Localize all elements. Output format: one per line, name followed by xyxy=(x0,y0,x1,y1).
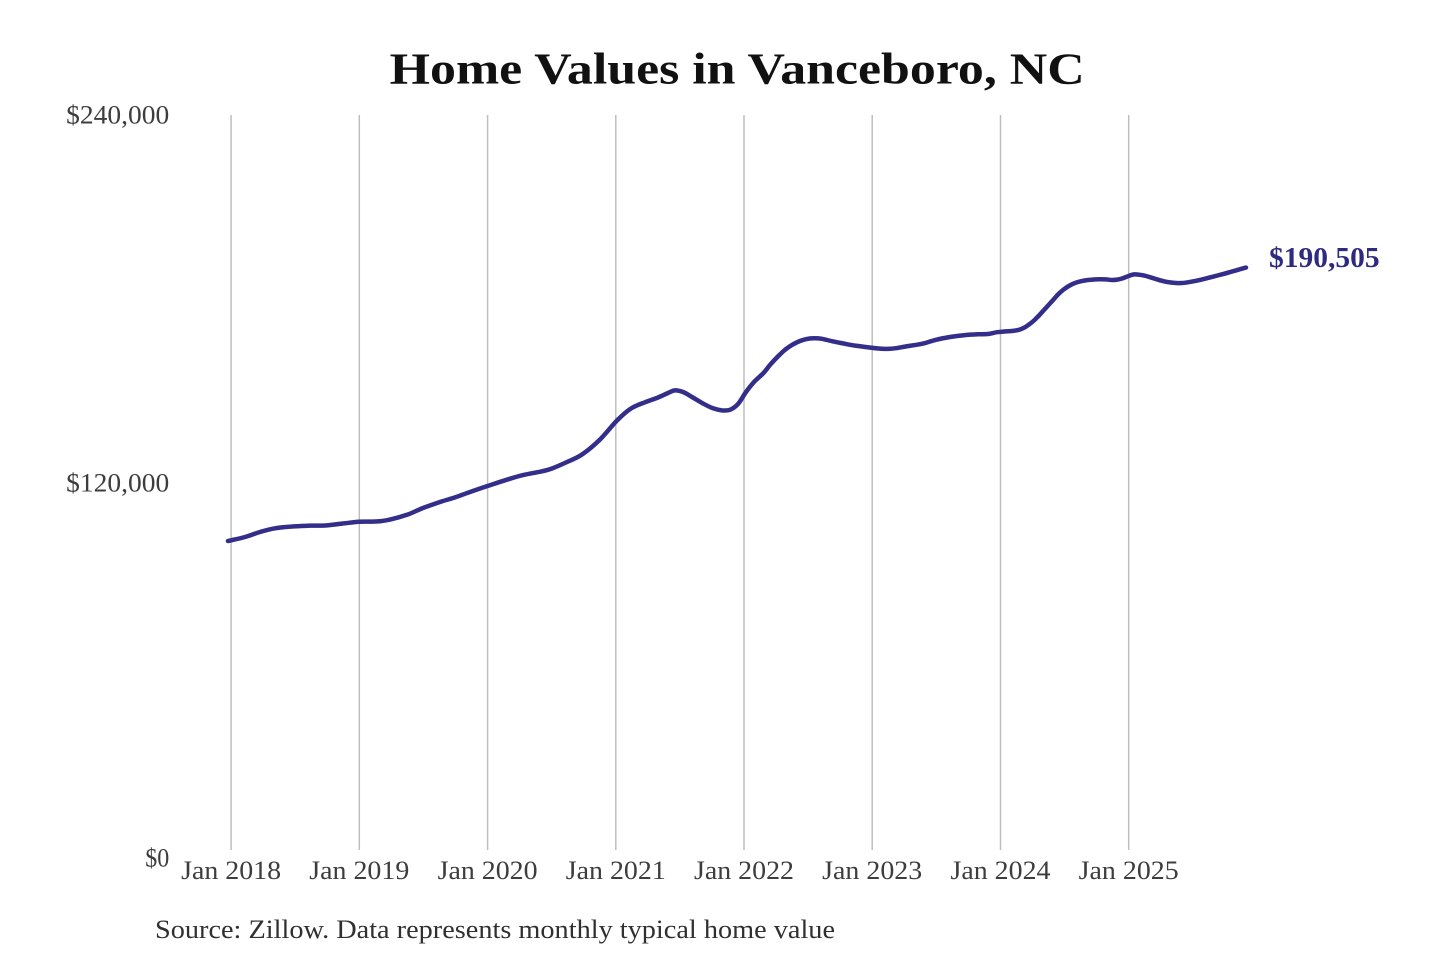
svg-text:Jan 2021: Jan 2021 xyxy=(566,856,666,885)
svg-text:Jan 2022: Jan 2022 xyxy=(694,856,794,885)
svg-text:Jan 2025: Jan 2025 xyxy=(1079,856,1179,885)
svg-text:$120,000: $120,000 xyxy=(66,469,169,498)
svg-text:Jan 2020: Jan 2020 xyxy=(438,856,538,885)
svg-text:$240,000: $240,000 xyxy=(66,101,169,130)
svg-text:Home Values in Vanceboro, NC: Home Values in Vanceboro, NC xyxy=(390,44,1085,93)
svg-text:Jan 2018: Jan 2018 xyxy=(181,856,281,885)
svg-text:Jan 2019: Jan 2019 xyxy=(309,856,409,885)
svg-text:Source: Zillow. Data represent: Source: Zillow. Data represents monthly … xyxy=(155,915,835,944)
svg-text:$190,505: $190,505 xyxy=(1269,242,1380,274)
svg-text:Jan 2023: Jan 2023 xyxy=(822,856,922,885)
svg-text:Jan 2024: Jan 2024 xyxy=(951,856,1051,885)
svg-text:$0: $0 xyxy=(145,844,169,873)
